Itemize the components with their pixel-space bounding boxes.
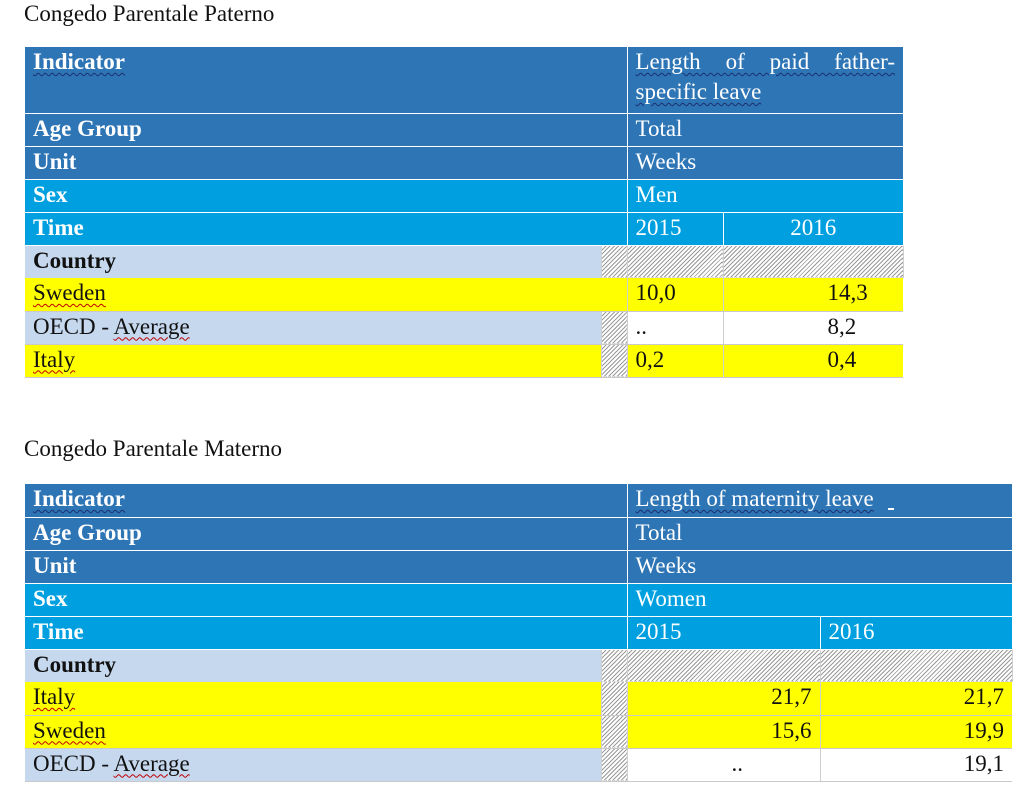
- value-2016: 0,4: [722, 344, 904, 378]
- hatched-cell: [600, 682, 628, 716]
- country-name[interactable]: Italy: [25, 682, 601, 716]
- unit-value: Weeks: [627, 550, 1012, 584]
- time-label: Time: [25, 616, 628, 650]
- country-name[interactable]: Sweden: [25, 715, 601, 749]
- country-name[interactable]: Sweden: [25, 278, 601, 312]
- section-heading-materno: Congedo Parentale Materno: [24, 436, 283, 461]
- year-2016: 2016: [819, 616, 1012, 650]
- table-row: Sweden 10,0 14,3: [25, 278, 904, 312]
- hatched-cell: [626, 649, 821, 682]
- sex-label: Sex: [25, 583, 628, 617]
- indicator-label: Indicator: [25, 47, 628, 114]
- age-group-value: Total: [627, 517, 1012, 551]
- value-2016: 19,1: [819, 748, 1012, 782]
- value-2016: 14,3: [722, 278, 904, 312]
- year-2015: 2015: [627, 616, 820, 650]
- value-2015: ..: [626, 748, 820, 782]
- value-2015: 10,0: [626, 278, 723, 312]
- value-2016: 19,9: [819, 715, 1012, 749]
- unit-value: Weeks: [627, 146, 904, 180]
- table-row: Italy 0,2 0,4: [25, 344, 904, 378]
- sex-value: Women: [627, 583, 1012, 617]
- section-heading-paterno: Congedo Parentale Paterno: [24, 1, 275, 26]
- value-2016: 21,7: [819, 682, 1012, 716]
- indicator-value[interactable]: Length of paid father-specific leave: [627, 47, 904, 114]
- age-group-label: Age Group: [25, 113, 628, 147]
- hatched-cell: [600, 649, 628, 682]
- time-label: Time: [25, 212, 628, 246]
- indicator-label: Indicator: [25, 484, 628, 518]
- country-label: Country: [25, 245, 601, 278]
- country-label: Country: [25, 649, 601, 682]
- country-name[interactable]: Italy: [25, 344, 601, 378]
- hatched-cell: [600, 344, 628, 378]
- hatched-cell: [600, 311, 628, 345]
- table-paterno: Indicator Length of paid father-specific…: [25, 47, 904, 378]
- table-row: OECD - Average .. 19,1: [25, 748, 1012, 782]
- table-row: OECD - Average .. 8,2: [25, 311, 904, 345]
- indicator-value[interactable]: Length of maternity leave: [627, 484, 1012, 518]
- value-2015: 15,6: [626, 715, 820, 749]
- value-2015: 21,7: [626, 682, 820, 716]
- value-2016: 8,2: [722, 311, 904, 345]
- unit-label: Unit: [25, 550, 628, 584]
- year-2015: 2015: [627, 212, 723, 246]
- value-2015: 0,2: [626, 344, 723, 378]
- table-materno: Indicator Length of maternity leave Age …: [25, 484, 1013, 782]
- table-row: Italy 21,7 21,7: [25, 682, 1012, 716]
- hatched-cell: [600, 748, 628, 782]
- hatched-cell: [600, 715, 628, 749]
- hatched-cell: [722, 245, 904, 278]
- year-2016: 2016: [722, 212, 904, 246]
- hatched-cell: [819, 649, 1013, 682]
- table-row: Sweden 15,6 19,9: [25, 715, 1012, 749]
- unit-label: Unit: [25, 146, 628, 180]
- sex-value: Men: [627, 179, 904, 213]
- spacer-cell: [601, 278, 627, 312]
- country-name[interactable]: OECD - Average: [25, 748, 601, 782]
- hatched-cell: [626, 245, 724, 278]
- sex-label: Sex: [25, 179, 628, 213]
- age-group-label: Age Group: [25, 517, 628, 551]
- hatched-cell: [600, 245, 628, 278]
- value-2015: ..: [626, 311, 723, 345]
- country-name[interactable]: OECD - Average: [25, 311, 601, 345]
- age-group-value: Total: [627, 113, 904, 147]
